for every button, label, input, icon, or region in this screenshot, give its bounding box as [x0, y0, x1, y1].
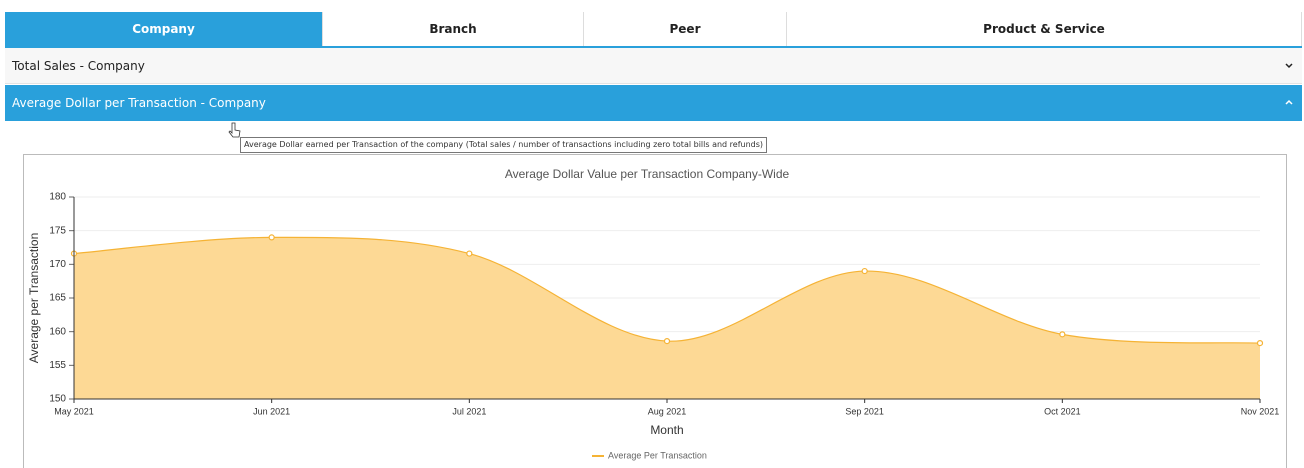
chart-title: Average Dollar Value per Transaction Com…	[505, 167, 790, 181]
y-tick-label: 155	[49, 360, 66, 371]
x-tick-label: Aug 2021	[648, 406, 687, 416]
point	[466, 250, 473, 257]
point	[1059, 331, 1066, 338]
y-tick-label: 180	[49, 192, 66, 203]
y-tick-label: 150	[49, 394, 66, 405]
x-tick-label: Oct 2021	[1044, 406, 1081, 416]
area	[74, 237, 1260, 399]
x-tick-label: Sep 2021	[845, 406, 884, 416]
x-tick-label: Nov 2021	[1241, 406, 1280, 416]
chevron[interactable]	[1284, 98, 1294, 106]
tab[interactable]: Company	[5, 12, 323, 46]
legend-label: Average Per Transaction	[608, 450, 707, 460]
y-tick-label: 170	[49, 259, 66, 270]
y-tick-label: 175	[49, 225, 66, 236]
x-axis-label: Month	[650, 423, 683, 437]
x-tick-label: May 2021	[54, 406, 94, 416]
x-tick-label: Jun 2021	[253, 406, 290, 416]
point	[268, 234, 275, 241]
x-tick-label: Jul 2021	[452, 406, 486, 416]
tab[interactable]: Product & Service	[787, 12, 1302, 46]
tab[interactable]: Branch	[323, 12, 584, 46]
tab-bar: Company Branch Peer Product & Service	[5, 12, 1302, 48]
point	[861, 267, 868, 275]
accordion-header[interactable]: Total Sales - Company	[5, 48, 1302, 84]
tab[interactable]: Peer	[584, 12, 787, 46]
point	[663, 337, 671, 345]
accordion-title: Total Sales - Company	[12, 58, 145, 73]
point	[1256, 340, 1264, 347]
y-axis-label: Average per Transaction	[27, 233, 41, 364]
accordion-title: Average Dollar per Transaction - Company	[12, 96, 266, 110]
tooltip: Average Dollar earned per Transaction of…	[240, 137, 768, 153]
cursor	[228, 122, 241, 138]
y-tick-label: 160	[49, 326, 66, 337]
y-tick-label: 165	[49, 293, 66, 304]
chevron[interactable]	[1284, 61, 1294, 69]
accordion-header[interactable]: Average Dollar per Transaction - Company	[5, 85, 1302, 121]
